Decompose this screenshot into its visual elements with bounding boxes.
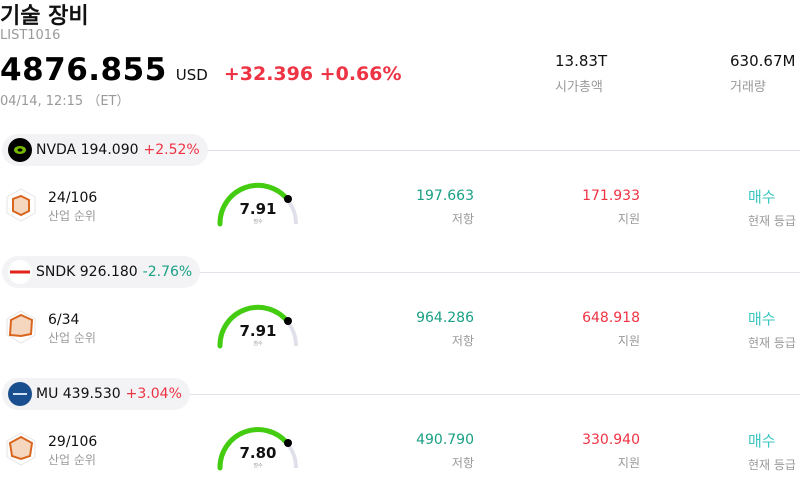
grade-value: 매수 — [748, 310, 776, 328]
ticker-price: NVDA 194.090 — [36, 142, 139, 158]
resistance-value: 490.790 — [416, 432, 474, 448]
rank-label: 산업 순위 — [48, 331, 96, 345]
ticker-price: SNDK 926.180 — [36, 264, 138, 280]
grade-value: 매수 — [748, 188, 776, 206]
grade-label: 현재 등급 — [748, 336, 796, 350]
market-cap-label: 시가총액 — [555, 80, 603, 95]
score-label: 점수 — [253, 219, 263, 225]
price-row: 4876.855 USD +32.396 +0.66% — [0, 52, 402, 88]
currency: USD — [175, 66, 208, 84]
industry-rank: 6/34 산업 순위 — [48, 312, 96, 346]
rank-value: 6/34 — [48, 312, 80, 328]
support-value: 330.940 — [582, 432, 640, 448]
timestamp: 04/14, 12:15 （ET） — [0, 94, 130, 109]
support-value: 171.933 — [582, 188, 640, 204]
stock-pill[interactable]: SNDK 926.180 -2.76% — [2, 256, 201, 288]
stock-card-mu[interactable]: MU 439.530 +3.04% 29/106 산업 순위 7.80 점수 4… — [0, 378, 800, 500]
stock-pill[interactable]: NVDA 194.090 +2.52% — [2, 134, 208, 166]
resistance-value: 197.663 — [416, 188, 474, 204]
support-label: 지원 — [617, 334, 640, 348]
score-value: 7.91 — [239, 322, 277, 340]
divider — [180, 394, 800, 395]
score-value: 7.80 — [239, 444, 277, 462]
stock-card-nvda[interactable]: NVDA 194.090 +2.52% 24/106 산업 순위 7.91 점수… — [0, 134, 800, 256]
industry-rank-hex-icon — [6, 188, 36, 222]
market-cap-value: 13.83T — [555, 52, 608, 70]
resistance: 490.790 저항 — [380, 432, 474, 471]
resistance-label: 저항 — [451, 456, 474, 470]
micron-logo-icon — [8, 382, 32, 406]
grade-label: 현재 등급 — [748, 458, 796, 472]
score-gauge: 7.80 점수 — [214, 424, 302, 474]
grade-value: 매수 — [748, 432, 776, 450]
industry-rank: 24/106 산업 순위 — [48, 190, 97, 224]
resistance-label: 저항 — [451, 212, 474, 226]
grade-label: 현재 등급 — [748, 214, 796, 228]
resistance-value: 964.286 — [416, 310, 474, 326]
index-price: 4876.855 — [0, 52, 167, 88]
volume: 630.67M 거래량 — [730, 52, 795, 95]
sandisk-logo-icon — [8, 260, 32, 284]
pct-change: -2.76% — [142, 264, 193, 280]
current-grade: 매수 현재 등급 — [748, 430, 796, 473]
support-label: 지원 — [617, 212, 640, 226]
volume-value: 630.67M — [730, 52, 796, 70]
page-title: 기술 장비 — [0, 4, 89, 29]
nvidia-logo-icon — [8, 138, 32, 162]
rank-value: 24/106 — [48, 190, 98, 206]
list-code: LIST1016 — [0, 28, 61, 43]
score-gauge: 7.91 점수 — [214, 302, 302, 352]
market-cap: 13.83T 시가총액 — [555, 52, 607, 95]
stock-pill[interactable]: MU 439.530 +3.04% — [2, 378, 190, 410]
current-grade: 매수 현재 등급 — [748, 186, 796, 229]
divider — [180, 272, 800, 273]
score-value: 7.91 — [239, 200, 277, 218]
rank-label: 산업 순위 — [48, 209, 96, 223]
support: 171.933 지원 — [546, 188, 640, 227]
pct-change: +3.04% — [125, 386, 182, 402]
support-label: 지원 — [617, 456, 640, 470]
ticker-price: MU 439.530 — [36, 386, 121, 402]
support-value: 648.918 — [582, 310, 640, 326]
price-change: +32.396 +0.66% — [223, 63, 402, 85]
resistance: 964.286 저항 — [380, 310, 474, 349]
industry-rank-hex-icon — [6, 310, 36, 344]
volume-label: 거래량 — [730, 80, 766, 95]
support: 330.940 지원 — [546, 432, 640, 471]
industry-rank: 29/106 산업 순위 — [48, 434, 97, 468]
current-grade: 매수 현재 등급 — [748, 308, 796, 351]
score-label: 점수 — [253, 341, 263, 347]
industry-rank-hex-icon — [6, 432, 36, 466]
stock-card-sndk[interactable]: SNDK 926.180 -2.76% 6/34 산업 순위 7.91 점수 9… — [0, 256, 800, 378]
support: 648.918 지원 — [546, 310, 640, 349]
pct-change: +2.52% — [143, 142, 200, 158]
rank-value: 29/106 — [48, 434, 98, 450]
score-label: 점수 — [253, 463, 263, 469]
resistance-label: 저항 — [451, 334, 474, 348]
score-gauge: 7.91 점수 — [214, 180, 302, 230]
divider — [180, 150, 800, 151]
rank-label: 산업 순위 — [48, 453, 96, 467]
resistance: 197.663 저항 — [380, 188, 474, 227]
